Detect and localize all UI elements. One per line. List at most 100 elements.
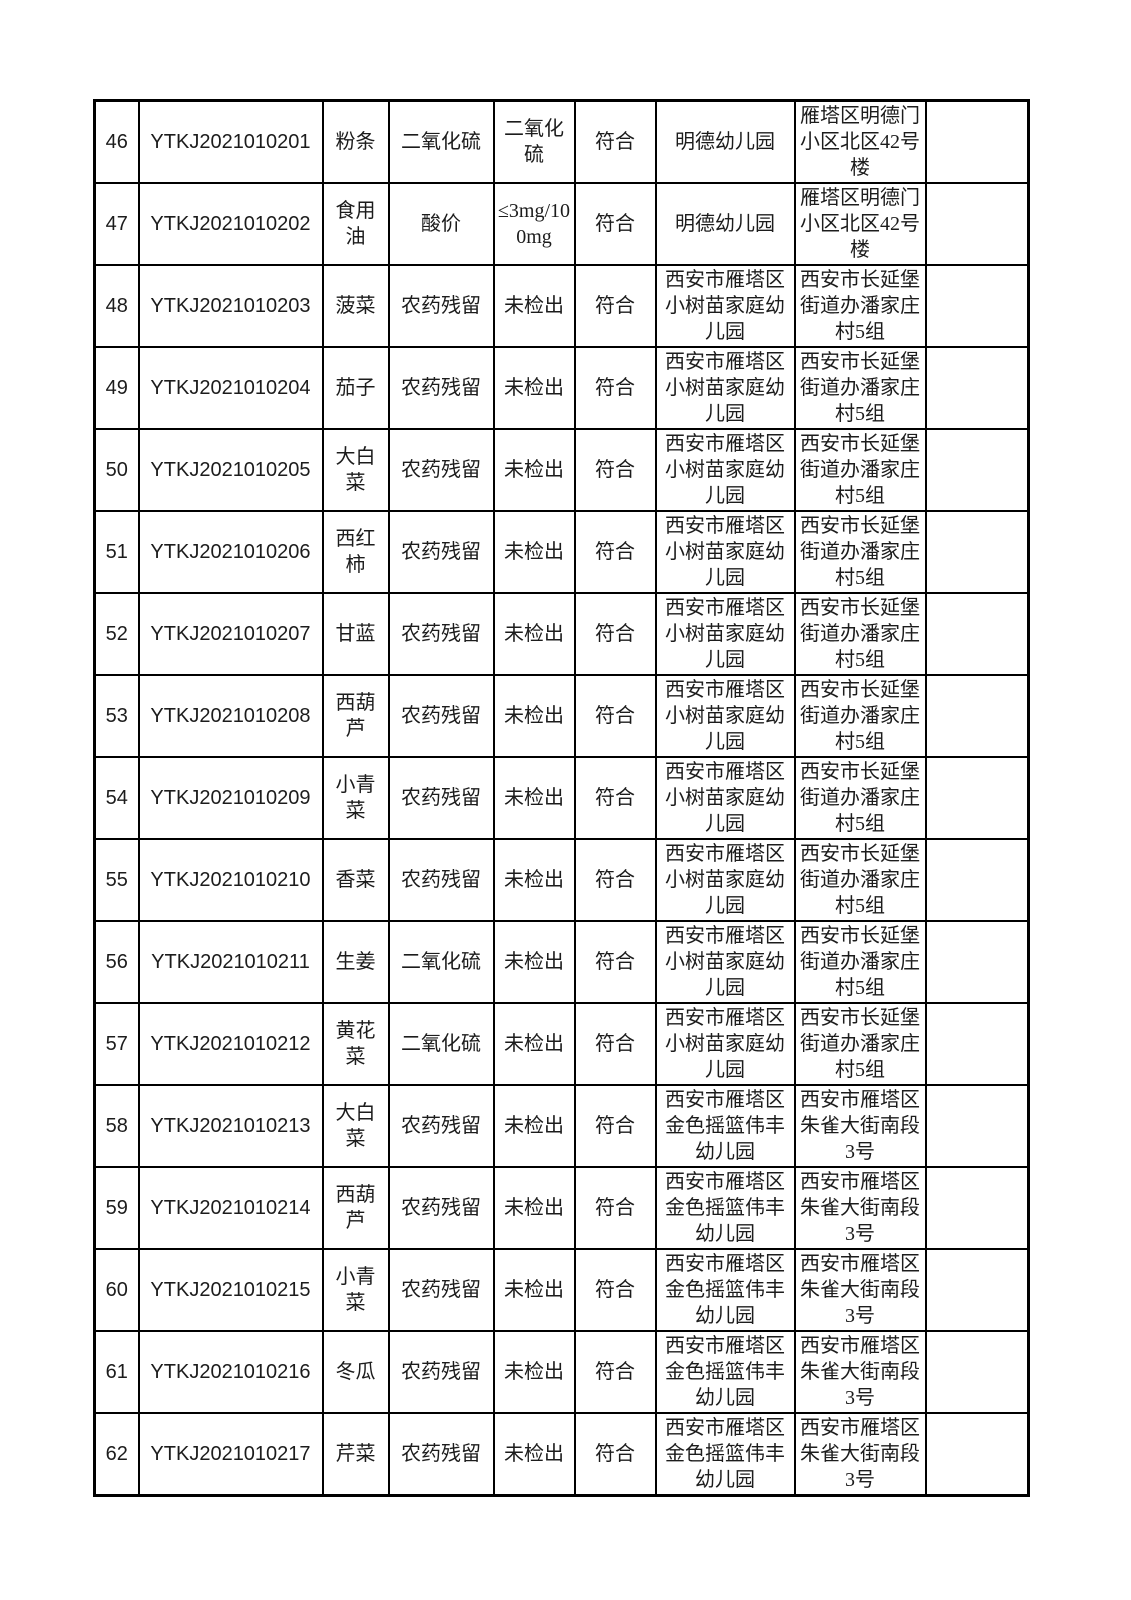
cell-sampled-institution: 西安市雁塔区小树苗家庭幼儿园 [654, 264, 796, 348]
cell-conclusion: 符合 [573, 1166, 657, 1250]
cell-sampled-institution: 西安市雁塔区小树苗家庭幼儿园 [654, 920, 796, 1004]
cell-conclusion: 符合 [573, 182, 657, 266]
cell-sample-id: YTKJ2021010201 [137, 99, 324, 184]
cell-food-name: 小青菜 [321, 756, 390, 840]
cell-remark [924, 920, 1030, 1004]
cell-sampled-institution: 西安市雁塔区金色摇篮伟丰幼儿园 [654, 1166, 796, 1250]
cell-row-number: 50 [93, 428, 140, 512]
cell-test-result: 二氧化硫 [492, 99, 576, 184]
cell-food-name: 西葫芦 [321, 674, 390, 758]
table-row: 57 YTKJ2021010212 黄花菜 二氧化硫 未检出 符合 西安市雁塔区… [93, 1002, 1030, 1086]
cell-test-item: 农药残留 [387, 1248, 495, 1332]
cell-sampled-institution: 西安市雁塔区小树苗家庭幼儿园 [654, 428, 796, 512]
cell-row-number: 47 [93, 182, 140, 266]
table-row: 56 YTKJ2021010211 生姜 二氧化硫 未检出 符合 西安市雁塔区小… [93, 920, 1030, 1004]
cell-test-item: 二氧化硫 [387, 1002, 495, 1086]
cell-test-item: 农药残留 [387, 592, 495, 676]
cell-row-number: 58 [93, 1084, 140, 1168]
cell-test-result: 未检出 [492, 510, 576, 594]
cell-remark [924, 592, 1030, 676]
table-row: 50 YTKJ2021010205 大白菜 农药残留 未检出 符合 西安市雁塔区… [93, 428, 1030, 512]
cell-test-item: 农药残留 [387, 838, 495, 922]
cell-row-number: 49 [93, 346, 140, 430]
cell-food-name: 食用油 [321, 182, 390, 266]
cell-remark [924, 1330, 1030, 1414]
cell-row-number: 62 [93, 1412, 140, 1497]
cell-conclusion: 符合 [573, 346, 657, 430]
table-row: 51 YTKJ2021010206 西红柿 农药残留 未检出 符合 西安市雁塔区… [93, 510, 1030, 594]
cell-food-name: 生姜 [321, 920, 390, 1004]
cell-conclusion: 符合 [573, 264, 657, 348]
cell-institution-address: 西安市长延堡街道办潘家庄村5组 [793, 756, 927, 840]
cell-food-name: 黄花菜 [321, 1002, 390, 1086]
cell-sample-id: YTKJ2021010206 [137, 510, 324, 594]
cell-food-name: 粉条 [321, 99, 390, 184]
cell-row-number: 48 [93, 264, 140, 348]
cell-row-number: 55 [93, 838, 140, 922]
cell-sample-id: YTKJ2021010212 [137, 1002, 324, 1086]
cell-remark [924, 1166, 1030, 1250]
cell-institution-address: 西安市雁塔区朱雀大街南段3号 [793, 1084, 927, 1168]
table-row: 58 YTKJ2021010213 大白菜 农药残留 未检出 符合 西安市雁塔区… [93, 1084, 1030, 1168]
cell-sampled-institution: 西安市雁塔区金色摇篮伟丰幼儿园 [654, 1248, 796, 1332]
cell-conclusion: 符合 [573, 99, 657, 184]
cell-remark [924, 346, 1030, 430]
cell-sampled-institution: 明德幼儿园 [654, 99, 796, 184]
cell-institution-address: 西安市长延堡街道办潘家庄村5组 [793, 428, 927, 512]
cell-institution-address: 西安市雁塔区朱雀大街南段3号 [793, 1412, 927, 1497]
cell-remark [924, 99, 1030, 184]
cell-institution-address: 西安市长延堡街道办潘家庄村5组 [793, 920, 927, 1004]
table-row: 49 YTKJ2021010204 茄子 农药残留 未检出 符合 西安市雁塔区小… [93, 346, 1030, 430]
cell-food-name: 冬瓜 [321, 1330, 390, 1414]
cell-remark [924, 674, 1030, 758]
cell-test-result: 未检出 [492, 756, 576, 840]
cell-sample-id: YTKJ2021010202 [137, 182, 324, 266]
cell-test-item: 农药残留 [387, 756, 495, 840]
cell-test-item: 农药残留 [387, 428, 495, 512]
cell-food-name: 大白菜 [321, 428, 390, 512]
table-row: 55 YTKJ2021010210 香菜 农药残留 未检出 符合 西安市雁塔区小… [93, 838, 1030, 922]
cell-row-number: 59 [93, 1166, 140, 1250]
cell-test-item: 二氧化硫 [387, 99, 495, 184]
cell-row-number: 57 [93, 1002, 140, 1086]
table-row: 46 YTKJ2021010201 粉条 二氧化硫 二氧化硫 符合 明德幼儿园 … [93, 99, 1030, 184]
cell-test-result: 未检出 [492, 346, 576, 430]
cell-test-result: 未检出 [492, 1166, 576, 1250]
cell-test-result: 未检出 [492, 1330, 576, 1414]
cell-test-result: ≤3mg/100mg [492, 182, 576, 266]
table-row: 62 YTKJ2021010217 芹菜 农药残留 未检出 符合 西安市雁塔区金… [93, 1412, 1030, 1497]
cell-conclusion: 符合 [573, 674, 657, 758]
cell-institution-address: 西安市雁塔区朱雀大街南段3号 [793, 1248, 927, 1332]
cell-institution-address: 西安市长延堡街道办潘家庄村5组 [793, 264, 927, 348]
cell-row-number: 51 [93, 510, 140, 594]
cell-row-number: 52 [93, 592, 140, 676]
cell-food-name: 香菜 [321, 838, 390, 922]
cell-conclusion: 符合 [573, 1002, 657, 1086]
cell-row-number: 46 [93, 99, 140, 184]
cell-conclusion: 符合 [573, 510, 657, 594]
cell-remark [924, 428, 1030, 512]
table-row: 60 YTKJ2021010215 小青菜 农药残留 未检出 符合 西安市雁塔区… [93, 1248, 1030, 1332]
cell-sample-id: YTKJ2021010210 [137, 838, 324, 922]
cell-sampled-institution: 西安市雁塔区小树苗家庭幼儿园 [654, 756, 796, 840]
cell-row-number: 53 [93, 674, 140, 758]
cell-row-number: 54 [93, 756, 140, 840]
cell-sample-id: YTKJ2021010211 [137, 920, 324, 1004]
cell-conclusion: 符合 [573, 1248, 657, 1332]
cell-institution-address: 西安市长延堡街道办潘家庄村5组 [793, 510, 927, 594]
cell-sampled-institution: 西安市雁塔区小树苗家庭幼儿园 [654, 592, 796, 676]
cell-test-item: 二氧化硫 [387, 920, 495, 1004]
cell-conclusion: 符合 [573, 920, 657, 1004]
cell-test-item: 农药残留 [387, 674, 495, 758]
cell-test-item: 农药残留 [387, 1084, 495, 1168]
cell-row-number: 60 [93, 1248, 140, 1332]
cell-sampled-institution: 西安市雁塔区小树苗家庭幼儿园 [654, 674, 796, 758]
inspection-results-table: 46 YTKJ2021010201 粉条 二氧化硫 二氧化硫 符合 明德幼儿园 … [93, 99, 1030, 1497]
cell-sampled-institution: 西安市雁塔区金色摇篮伟丰幼儿园 [654, 1412, 796, 1497]
cell-conclusion: 符合 [573, 838, 657, 922]
cell-food-name: 西葫芦 [321, 1166, 390, 1250]
cell-institution-address: 西安市长延堡街道办潘家庄村5组 [793, 674, 927, 758]
cell-sample-id: YTKJ2021010207 [137, 592, 324, 676]
cell-sample-id: YTKJ2021010214 [137, 1166, 324, 1250]
cell-sample-id: YTKJ2021010204 [137, 346, 324, 430]
